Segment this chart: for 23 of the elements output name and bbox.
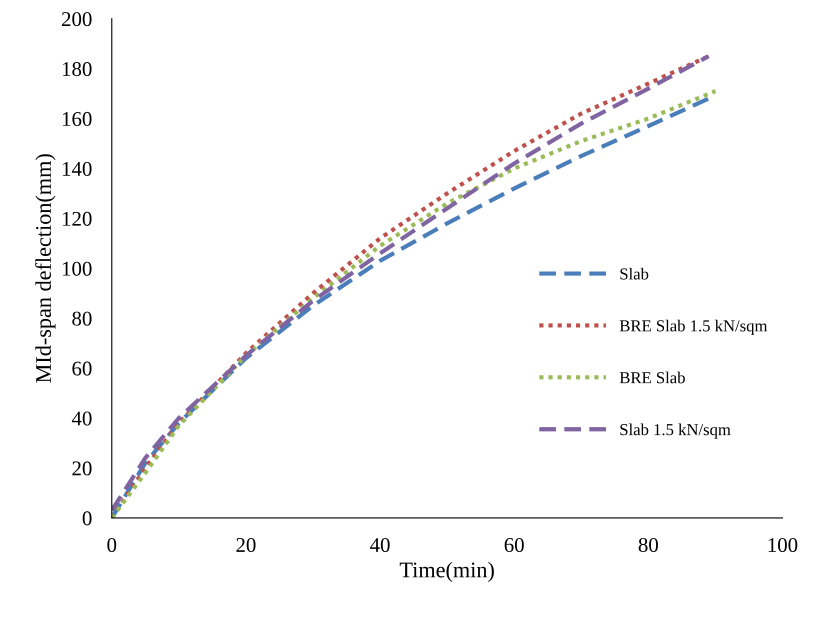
legend-label: Slab 1.5 kN/sqm <box>620 424 731 439</box>
x-tick-label: 80 <box>638 538 658 552</box>
y-tick-label: 0 <box>82 511 92 526</box>
x-tick-label: 100 <box>768 538 798 552</box>
y-tick-label: 60 <box>72 362 92 376</box>
y-axis-title: MId-span deflection(mm) <box>35 154 56 383</box>
y-tick-label: 200 <box>62 12 92 26</box>
legend-label: BRE Slab 1.5 kN/sqm <box>620 320 768 335</box>
x-tick-label: 60 <box>504 538 524 552</box>
y-tick-label: 160 <box>62 112 92 126</box>
x-axis-title: Time(min) <box>400 562 494 582</box>
y-tick-label: 80 <box>72 312 92 326</box>
y-tick-label: 100 <box>62 262 92 276</box>
x-tick-label: 20 <box>236 538 256 552</box>
y-tick-label: 20 <box>72 461 92 476</box>
y-tick-label: 120 <box>62 212 92 226</box>
x-tick-label: 0 <box>107 538 116 552</box>
x-tick-label: 40 <box>370 538 390 552</box>
legend-label: Slab <box>620 268 648 280</box>
y-tick-label: 140 <box>62 162 92 176</box>
legend-label: BRE Slab <box>620 372 685 384</box>
y-tick-label: 180 <box>62 62 92 76</box>
y-tick-label: 40 <box>72 411 92 426</box>
